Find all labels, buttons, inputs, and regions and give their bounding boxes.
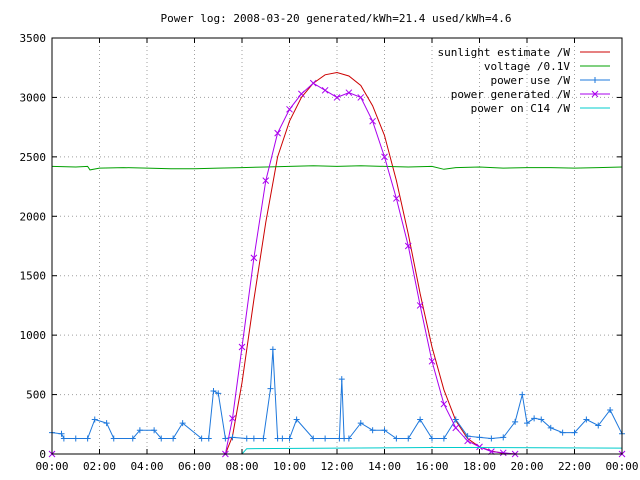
y-tick-label: 0 [39, 448, 46, 461]
legend-label: power generated /W [451, 88, 571, 101]
point-use [170, 436, 176, 442]
legend-label: voltage /0.1V [484, 60, 570, 73]
point-use [73, 436, 79, 442]
point-generated [275, 130, 281, 136]
point-generated [441, 401, 447, 407]
point-generated [287, 106, 293, 112]
x-tick-label: 16:00 [415, 460, 448, 473]
x-tick-label: 14:00 [368, 460, 401, 473]
x-tick-label: 12:00 [320, 460, 353, 473]
point-use [279, 436, 285, 442]
legend-label: power use /W [491, 74, 571, 87]
x-tick-label: 18:00 [463, 460, 496, 473]
point-use [268, 386, 274, 392]
x-tick-label: 08:00 [225, 460, 258, 473]
point-use [339, 376, 345, 382]
point-use [111, 436, 117, 442]
series-line-voltage-0-1v [52, 166, 622, 170]
point-generated [310, 80, 316, 86]
point-use [531, 415, 537, 421]
point-use [382, 427, 388, 433]
point-use [222, 436, 228, 442]
point-use [244, 436, 250, 442]
point-use [477, 434, 483, 440]
point-use [260, 436, 266, 442]
point-generated [334, 94, 340, 100]
x-tick-label: 06:00 [178, 460, 211, 473]
point-use [441, 436, 447, 442]
point-generated [298, 91, 304, 97]
point-use [429, 436, 435, 442]
y-tick-label: 3000 [20, 91, 47, 104]
legend-label: power on C14 /W [471, 102, 571, 115]
series-power-generated-w [49, 80, 625, 457]
point-generated [322, 87, 328, 93]
point-generated [393, 195, 399, 201]
point-use [405, 436, 411, 442]
series-power-use-w [49, 346, 625, 441]
point-use [251, 436, 257, 442]
series-voltage-0-1v [52, 166, 622, 170]
point-use [370, 427, 376, 433]
x-tick-label: 10:00 [273, 460, 306, 473]
x-tick-label: 00:00 [605, 460, 638, 473]
y-tick-label: 2000 [20, 210, 47, 223]
point-use [560, 430, 566, 436]
x-tick-label: 00:00 [35, 460, 68, 473]
point-use [488, 436, 494, 442]
series-line-sunlight-estimate-w [52, 73, 622, 455]
point-generated [346, 90, 352, 96]
point-use [206, 436, 212, 442]
point-use [519, 392, 525, 398]
point-use [322, 436, 328, 442]
x-tick-label: 20:00 [510, 460, 543, 473]
point-use [524, 420, 530, 426]
y-tick-label: 2500 [20, 151, 47, 164]
x-tick-label: 22:00 [558, 460, 591, 473]
point-generated [358, 94, 364, 100]
y-tick-label: 1500 [20, 270, 47, 283]
point-use [270, 346, 276, 352]
y-tick-label: 1000 [20, 329, 47, 342]
point-use [92, 417, 98, 423]
x-tick-label: 02:00 [83, 460, 116, 473]
series-sunlight-estimate-w [52, 73, 622, 455]
point-use [592, 77, 598, 83]
x-tick-label: 04:00 [130, 460, 163, 473]
point-generated [370, 118, 376, 124]
point-use [85, 436, 91, 442]
point-use [417, 417, 423, 423]
chart-title: Power log: 2008-03-20 generated/kWh=21.4… [161, 12, 512, 25]
point-generated [453, 425, 459, 431]
legend-label: sunlight estimate /W [438, 46, 571, 59]
point-use [230, 434, 236, 440]
point-use [104, 420, 110, 426]
y-tick-label: 500 [26, 389, 46, 402]
point-generated [477, 444, 483, 450]
y-tick-label: 3500 [20, 32, 47, 45]
point-use [287, 436, 293, 442]
